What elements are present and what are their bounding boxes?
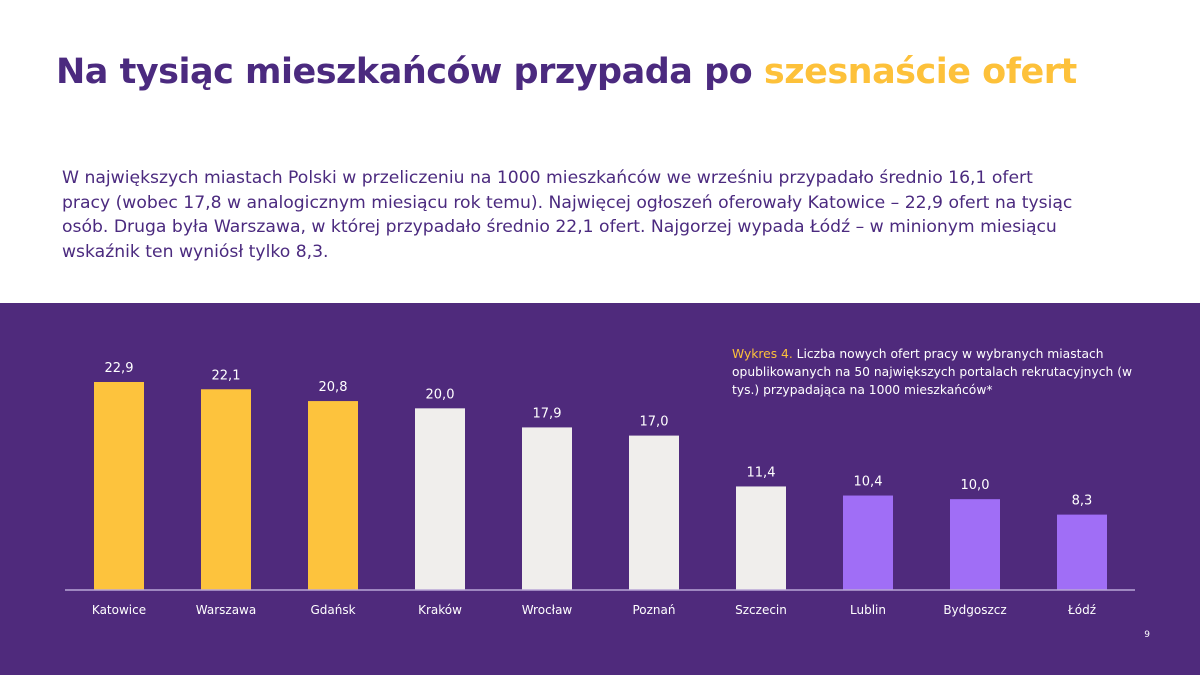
bar-Szczecin <box>736 486 786 590</box>
caption-label: Wykres 4. <box>732 347 793 361</box>
bar-Gdańsk <box>308 401 358 590</box>
title-highlight: szesnaście ofert <box>763 52 1077 92</box>
chart-panel <box>0 303 1200 675</box>
x-tick-label: Lublin <box>850 603 886 617</box>
chart-caption: Wykres 4. Liczba nowych ofert pracy w wy… <box>732 345 1152 399</box>
data-label: 11,4 <box>747 465 776 480</box>
bar-Łódź <box>1057 514 1107 590</box>
x-tick-label: Łódź <box>1067 603 1096 617</box>
data-label: 10,0 <box>961 478 990 493</box>
x-tick-label: Wrocław <box>522 603 573 617</box>
x-tick-label: Kraków <box>418 603 462 617</box>
caption-text: Liczba nowych ofert pracy w wybranych mi… <box>732 347 1133 397</box>
bar-Warszawa <box>201 389 251 590</box>
data-label: 20,8 <box>319 380 348 395</box>
x-tick-label: Gdańsk <box>310 603 355 617</box>
data-label: 10,4 <box>854 475 883 490</box>
x-tick-label: Warszawa <box>196 603 256 617</box>
bar-Poznań <box>629 435 679 590</box>
x-tick-label: Katowice <box>92 603 146 617</box>
bar-Lublin <box>843 495 893 590</box>
data-label: 22,1 <box>212 368 241 383</box>
bar-chart: 22,9 Katowice 22,1 Warszawa 20,8 Gdańsk 20,0 Kr… <box>65 361 1135 617</box>
data-label: 17,9 <box>533 406 562 421</box>
bar-Kraków <box>415 408 465 590</box>
x-tick-label: Bydgoszcz <box>943 603 1006 617</box>
bar-Wrocław <box>522 427 572 590</box>
data-label: 22,9 <box>105 361 134 376</box>
title-main: Na tysiąc mieszkańców przypada po <box>56 52 764 92</box>
x-tick-label: Poznań <box>632 603 675 617</box>
x-tick-label: Szczecin <box>735 603 787 617</box>
data-label: 17,0 <box>640 415 669 430</box>
data-label: 20,0 <box>426 387 455 402</box>
bar-Katowice <box>94 382 144 590</box>
intro-paragraph: W największych miastach Polski w przelic… <box>62 168 1073 262</box>
page-title: Na tysiąc mieszkańców przypada po szesna… <box>56 52 1077 92</box>
page-number: 9 <box>1144 630 1150 640</box>
data-label: 8,3 <box>1072 494 1093 509</box>
bar-Bydgoszcz <box>950 499 1000 590</box>
